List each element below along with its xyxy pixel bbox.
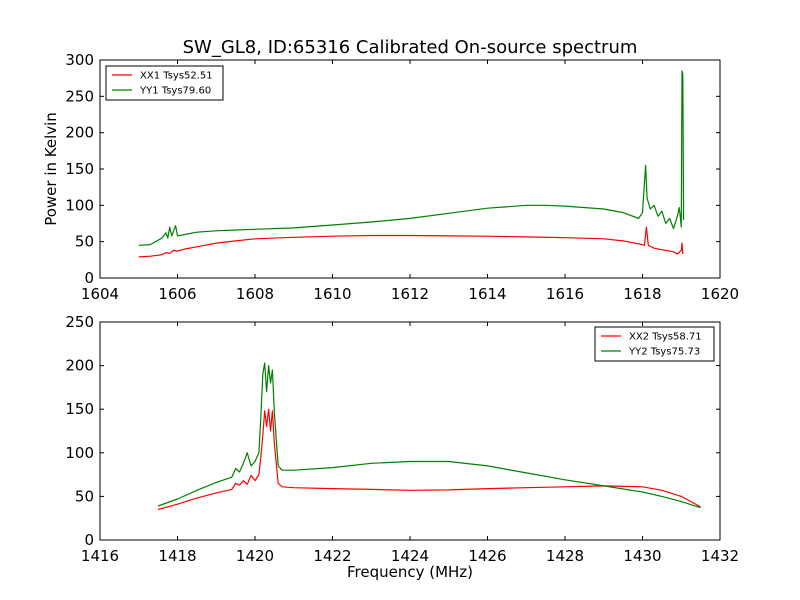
top-panel: 1604 1606 1608 1610 1612 1614 1616 1618 1620 0 50 1… — [65, 51, 739, 303]
x-tick-label: 1616 — [546, 285, 584, 303]
legend-entry: YY2 Tsys75.73 — [628, 347, 700, 358]
x-tick-label: 1422 — [313, 547, 351, 565]
series-line-1-1 — [138, 226, 684, 258]
y-tick-label: 0 — [84, 531, 94, 549]
y-tick-label: 250 — [65, 87, 94, 105]
y-tick-label: 50 — [75, 233, 94, 251]
x-tick-label: 1604 — [81, 285, 119, 303]
series-line-2-1 — [157, 408, 701, 511]
bottom-panel: 1416 1418 1420 1422 1424 1426 1428 1430 1432 0 50 1… — [65, 313, 739, 565]
legend-box — [594, 326, 715, 362]
x-tick-label: 1606 — [158, 285, 196, 303]
legend-entry: YY1 Tsys79.60 — [139, 86, 211, 97]
x-tick-label: 1612 — [391, 285, 429, 303]
x-tick-label: 1620 — [701, 285, 739, 303]
y-tick-label: 150 — [65, 160, 94, 178]
x-tick-label: 1608 — [236, 285, 274, 303]
series-line-1-2 — [138, 70, 685, 246]
x-tick-label: 1432 — [701, 547, 739, 565]
x-tick-label: 1610 — [313, 285, 351, 303]
x-tick-label: 1430 — [623, 547, 661, 565]
y-axis-label: Power in Kelvin — [42, 112, 60, 226]
y-tick-label: 150 — [65, 400, 94, 418]
x-tick-label: 1428 — [546, 547, 584, 565]
y-tick-label: 200 — [65, 357, 94, 375]
y-tick-label: 300 — [65, 51, 94, 69]
y-tick-label: 50 — [75, 487, 94, 505]
series-line-2-2 — [157, 362, 701, 509]
y-tick-label: 250 — [65, 313, 94, 331]
x-tick-label: 1614 — [468, 285, 506, 303]
x-tick-label: 1618 — [623, 285, 661, 303]
x-tick-label: 1420 — [236, 547, 274, 565]
legend-box — [105, 65, 224, 101]
legend-entry: XX1 Tsys52.51 — [140, 71, 213, 82]
legend-entry: XX2 Tsys58.71 — [629, 332, 702, 343]
legend: XX1 Tsys52.51 YY1 Tsys79.60 — [105, 65, 224, 101]
y-tick-label: 0 — [84, 269, 94, 287]
x-axis-label: Frequency (MHz) — [347, 563, 473, 581]
x-tick-label: 1418 — [158, 547, 196, 565]
y-tick-label: 100 — [65, 444, 94, 462]
figure-title: SW_GL8, ID:65316 Calibrated On-source sp… — [183, 37, 638, 58]
legend: XX2 Tsys58.71 YY2 Tsys75.73 — [594, 326, 715, 362]
y-tick-label: 100 — [65, 196, 94, 214]
x-tick-label: 1426 — [468, 547, 506, 565]
x-tick-label: 1416 — [81, 547, 119, 565]
y-tick-label: 200 — [65, 124, 94, 142]
x-tick-label: 1424 — [391, 547, 429, 565]
